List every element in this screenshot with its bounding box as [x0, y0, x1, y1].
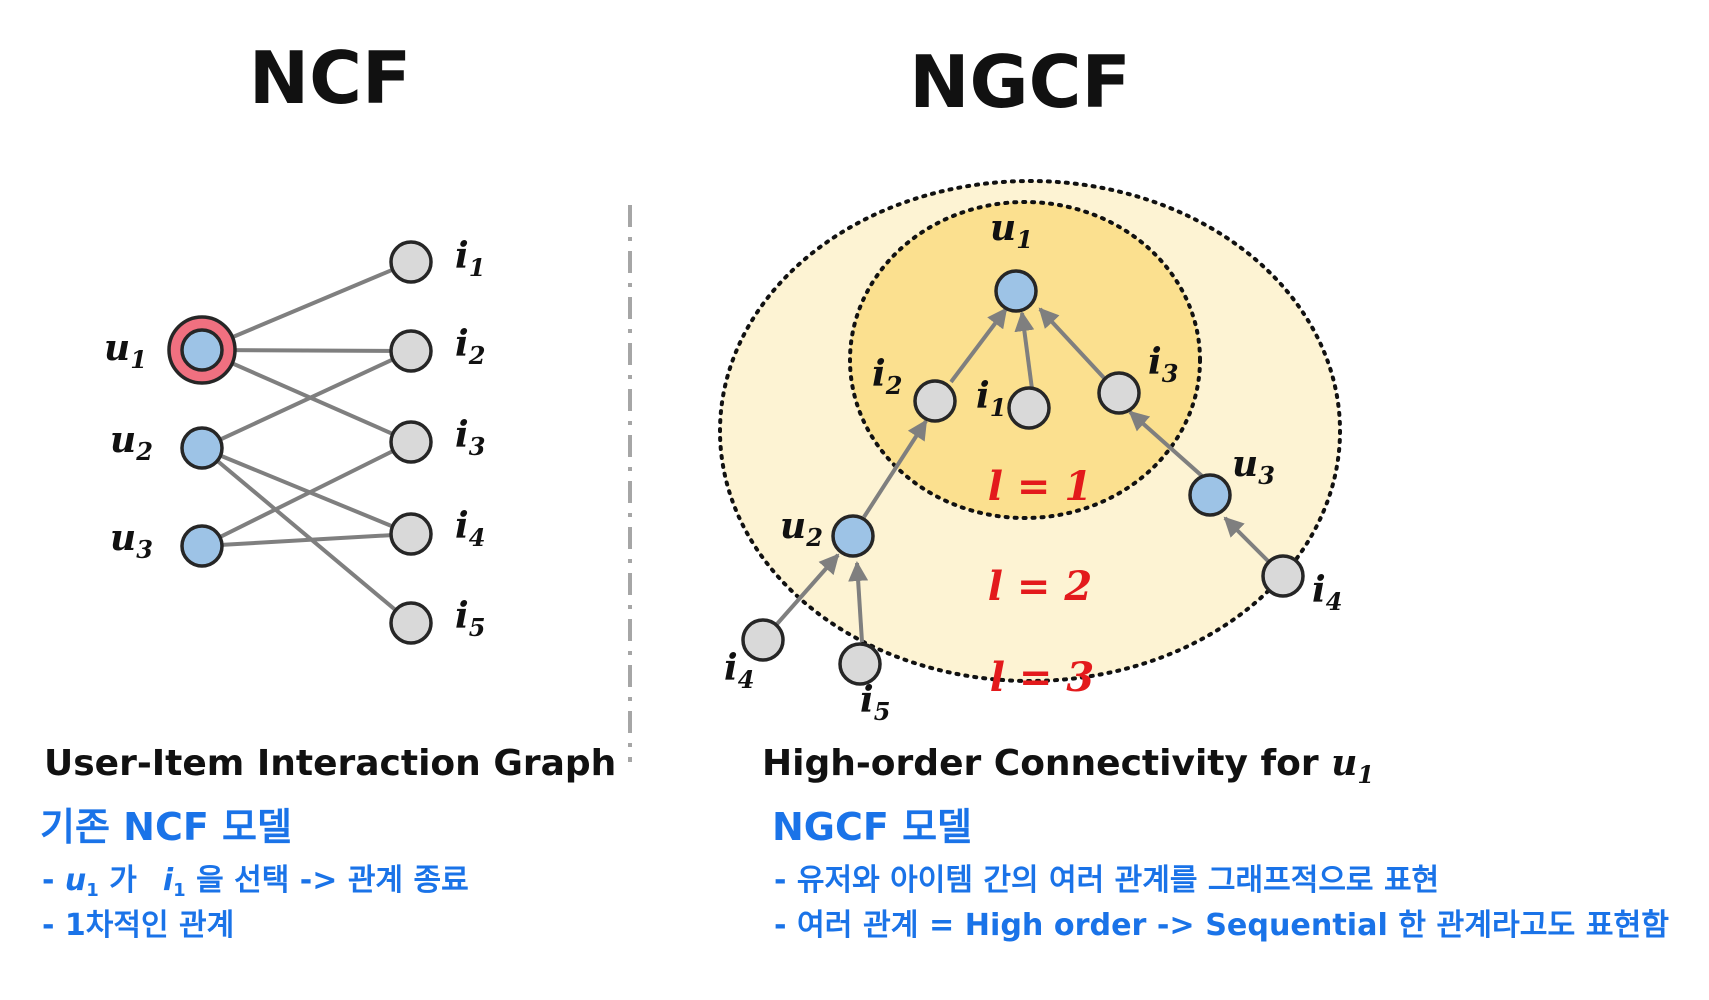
ngcf-note-line1: - 유저와 아이템 간의 여러 관계를 그래프적으로 표현 — [774, 863, 1439, 898]
ncf-item-label-i2: i2 — [455, 323, 485, 370]
ncf-item-label-i4: i4 — [455, 505, 485, 552]
ncf-item-node-i2 — [391, 331, 431, 371]
ngcf-node-u2 — [833, 516, 873, 556]
ncf-user-node-u1 — [182, 330, 222, 370]
ncf-item-node-i4 — [391, 514, 431, 554]
ncf-user-node-u3 — [182, 526, 222, 566]
ncf-note-heading: 기존 NCF 모델 — [40, 805, 292, 849]
layer-label-1: l = 1 — [988, 463, 1092, 510]
ngcf-label-i4-right: i4 — [1312, 569, 1342, 616]
ngcf-node-u1 — [996, 271, 1036, 311]
ncf-user-node-u2 — [182, 428, 222, 468]
ngcf-label-i5: i5 — [860, 679, 890, 726]
ncf-notes: 기존 NCF 모델 - u1 가 i1 을 선택 -> 관계 종료 - 1차적인 … — [40, 805, 469, 943]
ncf-note-line2: - 1차적인 관계 — [42, 908, 234, 943]
ngcf-node-u3 — [1190, 475, 1230, 515]
layer-label-2: l = 2 — [988, 563, 1092, 610]
ngcf-graph: u1 i2 i1 i3 u2 u3 i4 i5 i4 l = 1 l = 2 l… — [720, 181, 1342, 726]
ncf-note-line1: - u1 가 i1 을 선택 -> 관계 종료 — [42, 863, 469, 901]
edge-u2-i4 — [202, 448, 411, 534]
ncf-item-label-i3: i3 — [455, 414, 485, 461]
ncf-caption: User-Item Interaction Graph — [44, 743, 616, 784]
edge-u3-i3 — [202, 442, 411, 546]
ngcf-title: NGCF — [909, 40, 1130, 124]
ncf-user-label-u1: u1 — [104, 327, 147, 374]
ncf-user-label-u2: u2 — [110, 419, 153, 466]
ncf-item-label-i1: i1 — [455, 235, 485, 282]
ngcf-node-i1 — [1009, 388, 1049, 428]
ncf-item-node-i3 — [391, 422, 431, 462]
ncf-graph: u1 u2 u3 i1 i2 i3 i4 i5 — [104, 235, 485, 643]
ncf-user-label-u3: u3 — [110, 517, 153, 564]
ncf-edges — [202, 262, 411, 623]
ncf-item-label-i5: i5 — [455, 595, 485, 642]
ngcf-note-heading: NGCF 모델 — [772, 805, 972, 849]
layer-label-3: l = 3 — [990, 654, 1094, 701]
ngcf-node-i3 — [1099, 373, 1139, 413]
ncf-item-node-i5 — [391, 603, 431, 643]
ngcf-node-i2 — [915, 381, 955, 421]
ngcf-note-line2: - 여러 관계 = High order -> Sequential 한 관계라… — [774, 908, 1669, 943]
ngcf-notes: NGCF 모델 - 유저와 아이템 간의 여러 관계를 그래프적으로 표현 - … — [772, 805, 1669, 943]
ngcf-caption: High-order Connectivity for u1 — [762, 742, 1374, 789]
ngcf-node-i4-left — [743, 620, 783, 660]
ncf-title: NCF — [249, 36, 411, 120]
ngcf-node-i4-right — [1263, 556, 1303, 596]
ncf-item-node-i1 — [391, 242, 431, 282]
ngcf-node-i5 — [840, 644, 880, 684]
